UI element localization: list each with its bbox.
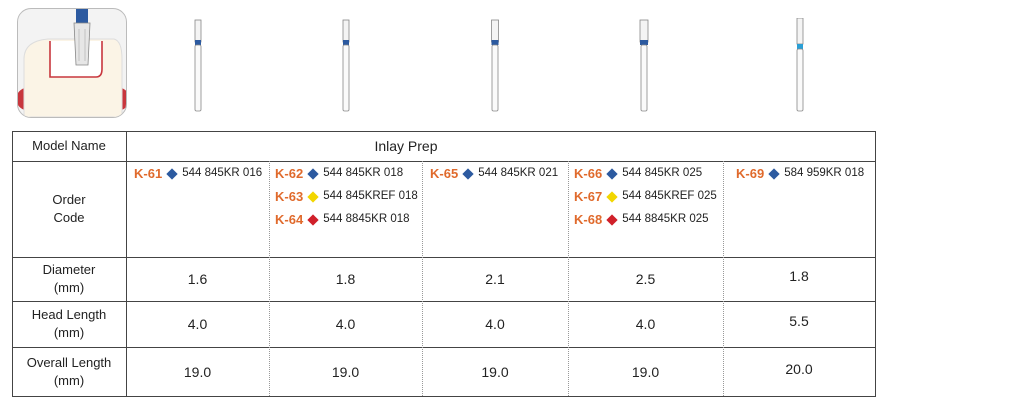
order-code-id: K-68 <box>574 212 603 227</box>
order-code-id: K-61 <box>134 166 163 181</box>
row-header-model: Model Name <box>12 131 126 161</box>
bur-k69-drawing <box>794 18 806 113</box>
order-code-line: K-62 544 845KR 018 <box>275 162 418 185</box>
head-length-cell: 4.0 <box>335 316 356 332</box>
yellow-diamond-icon <box>606 190 618 203</box>
head-length-cell: 4.0 <box>187 316 208 332</box>
head-length-cell: 4.0 <box>485 316 505 332</box>
order-code-id: K-62 <box>275 166 304 181</box>
head-length-cell: 4.0 <box>635 316 656 332</box>
diameter-cell: 2.1 <box>485 271 505 287</box>
diameter-cell: 1.8 <box>789 268 809 284</box>
spec-table: Model Name Order Code Diameter (mm) Head… <box>12 131 876 397</box>
order-code-id: K-67 <box>574 189 603 204</box>
blue-diamond-icon <box>606 167 618 180</box>
row-header-diameter: Diameter (mm) <box>12 257 126 301</box>
order-codes-col-2: K-62 544 845KR 018 K-63 544 845KREF 018 … <box>275 162 418 231</box>
row-header-head-length: Head Length (mm) <box>12 301 126 347</box>
order-code-line: K-63 544 845KREF 018 <box>275 185 418 208</box>
bur-k62-drawing <box>340 18 352 113</box>
blue-diamond-icon <box>166 167 178 180</box>
blue-diamond-icon <box>462 167 474 180</box>
order-code-line: K-67 544 845KREF 025 <box>574 185 717 208</box>
order-code-ref: 544 845KREF 025 <box>622 190 717 202</box>
order-code-ref: 584 959KR 018 <box>784 167 865 179</box>
row-header-overall-label: Overall Length <box>26 354 112 370</box>
order-code-line: K-61 544 845KR 016 <box>134 162 262 185</box>
inlay-prep-illustration <box>17 8 127 118</box>
model-name-cell: Inlay Prep <box>126 131 876 161</box>
overall-length-cell: 19.0 <box>183 363 212 380</box>
row-header-diameter-label: Diameter <box>42 262 96 277</box>
order-code-id: K-63 <box>275 189 304 204</box>
order-code-ref: 544 845KR 016 <box>182 167 263 179</box>
model-name: Inlay Prep <box>374 138 438 154</box>
tooth-cavity-drawing <box>18 9 126 117</box>
overall-length-cell: 19.0 <box>631 363 660 380</box>
row-header-head-label: Head Length <box>31 307 107 322</box>
overall-length-cell: 19.0 <box>481 363 509 380</box>
diameter-cell: 1.8 <box>335 271 356 287</box>
head-length-cell: 5.5 <box>789 313 809 329</box>
blue-diamond-icon <box>768 167 780 180</box>
order-code-line: K-69 584 959KR 018 <box>736 162 864 185</box>
order-code-line: K-68 544 8845KR 025 <box>574 208 717 231</box>
bur-k61-drawing <box>192 18 204 113</box>
order-code-ref: 544 845KR 025 <box>622 167 703 179</box>
order-codes-col-5: K-69 584 959KR 018 <box>736 162 864 185</box>
order-code-line: K-66 544 845KR 025 <box>574 162 717 185</box>
order-code-ref: 544 845KR 018 <box>323 167 404 179</box>
order-code-id: K-65 <box>430 166 459 181</box>
order-code-ref: 544 8845KR 025 <box>622 213 709 225</box>
blue-diamond-icon <box>307 167 319 180</box>
bur-k65-drawing <box>489 18 501 113</box>
order-codes-col-4: K-66 544 845KR 025 K-67 544 845KREF 025 … <box>574 162 717 231</box>
red-diamond-icon <box>606 213 618 226</box>
row-header-overall-length: Overall Length (mm) <box>12 347 126 396</box>
row-header-order-code: Order Code <box>12 161 126 257</box>
diameter-cell: 2.5 <box>635 271 656 287</box>
diameter-cell: 1.6 <box>187 271 208 287</box>
order-code-id: K-64 <box>275 212 304 227</box>
order-code-id: K-69 <box>736 166 765 181</box>
yellow-diamond-icon <box>307 190 319 203</box>
row-header-code-label: Code <box>53 210 85 225</box>
row-header-diameter-unit: (mm) <box>53 280 85 295</box>
order-code-ref: 544 845KREF 018 <box>323 190 418 202</box>
row-header-model-label: Model Name <box>32 138 106 153</box>
order-code-ref: 544 845KR 021 <box>478 167 559 179</box>
order-code-id: K-66 <box>574 166 603 181</box>
red-diamond-icon <box>307 213 319 226</box>
row-header-overall-unit: (mm) <box>53 372 85 388</box>
bur-k66-drawing <box>638 18 650 113</box>
overall-length-cell: 20.0 <box>785 360 813 377</box>
order-codes-col-1: K-61 544 845KR 016 <box>134 162 262 185</box>
row-header-head-unit: (mm) <box>53 325 85 340</box>
order-codes-col-3: K-65 544 845KR 021 <box>430 162 558 185</box>
overall-length-cell: 19.0 <box>331 363 360 380</box>
row-header-order-label: Order <box>52 192 86 207</box>
order-code-line: K-64 544 8845KR 018 <box>275 208 418 231</box>
order-code-line: K-65 544 845KR 021 <box>430 162 558 185</box>
order-code-ref: 544 8845KR 018 <box>323 213 410 225</box>
